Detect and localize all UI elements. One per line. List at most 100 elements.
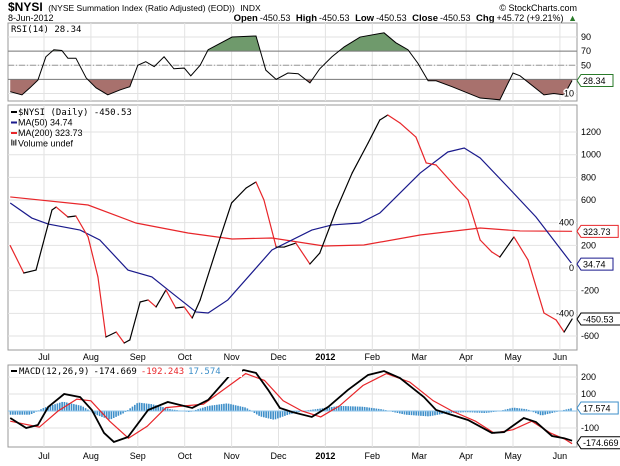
histogram-bar [429, 411, 432, 417]
chg-label: Chg [476, 13, 495, 24]
price-segment-down [263, 199, 277, 248]
price-segment-up [129, 301, 141, 341]
histogram-bar [129, 408, 131, 412]
histogram-bar [380, 409, 382, 412]
price-segment-down [435, 164, 457, 188]
histogram-bar [225, 403, 228, 412]
histogram-bar [354, 406, 357, 412]
histogram-bar [462, 411, 464, 413]
histogram-bar [61, 401, 63, 412]
price-segment-up [379, 114, 389, 121]
histogram-bar [105, 411, 108, 419]
histogram-bar [26, 411, 28, 415]
histogram-bar [166, 408, 169, 412]
x-tick-label: Apr [459, 352, 473, 362]
histogram-bar [525, 409, 528, 412]
price-segment-down [115, 331, 125, 344]
histogram-bar [68, 403, 70, 412]
legend-item: MA(50) 34.74 [18, 118, 73, 128]
histogram-bar [262, 411, 265, 418]
price-segment-down [97, 276, 107, 338]
y-tick-label: -200 [581, 286, 599, 296]
price-segment-down [387, 114, 401, 124]
histogram-bar [415, 411, 418, 416]
volume-icon [13, 140, 15, 146]
histogram-bar [230, 404, 232, 412]
ohlc-summary: Open -450.53 High -450.53 Low -450.53 Close… [234, 13, 577, 24]
histogram-bar [202, 407, 204, 412]
histogram-bar [66, 402, 68, 412]
volume-icon [15, 139, 17, 146]
last-value-label: 28.34 [583, 76, 606, 86]
x-tick-label: Feb [365, 352, 381, 362]
x-tick-label: Dec [270, 451, 287, 461]
histogram-bar [265, 411, 267, 418]
histogram-bar [330, 406, 333, 412]
histogram-bar [58, 402, 61, 412]
low-value: -450.53 [376, 13, 407, 23]
histogram-bar [511, 407, 514, 412]
histogram-bar [523, 408, 525, 412]
histogram-bar [30, 411, 33, 415]
price-segment-up [215, 202, 233, 251]
high-label: High [296, 13, 317, 24]
open-label: Open [234, 13, 258, 24]
histogram-bar [110, 411, 113, 420]
histogram-bar [366, 407, 368, 412]
price-segment-down [425, 162, 437, 166]
histogram-bar [223, 403, 225, 412]
rsi-overbought-fill [52, 32, 409, 52]
histogram-bar [424, 411, 427, 417]
macd-line [9, 369, 573, 443]
last-value-box [576, 312, 620, 326]
histogram-bar [80, 405, 82, 412]
histogram-bar [227, 403, 230, 412]
histogram-bar [14, 411, 17, 415]
histogram-bar [54, 404, 56, 412]
histogram-bar [347, 406, 350, 412]
legend-background [10, 366, 242, 377]
y-tick-label: 400 [559, 218, 574, 228]
y-tick-label: 50 [581, 60, 591, 70]
histogram-bar [155, 405, 157, 412]
histogram-bar [40, 409, 42, 412]
y-tick-label: 70 [581, 46, 591, 56]
close-label: Close [412, 13, 438, 24]
histogram-bar [363, 406, 366, 412]
panel-frame [7, 104, 578, 351]
open-value: -450.53 [260, 13, 291, 23]
x-tick-label: Dec [270, 352, 287, 362]
histogram-bar [255, 411, 258, 415]
histogram-bar [532, 411, 535, 413]
legend-item: Volume undef [18, 139, 74, 149]
ma200-line [10, 196, 573, 247]
histogram-bar [420, 411, 422, 416]
price-segment-down [513, 236, 529, 261]
histogram-bar [485, 411, 488, 413]
histogram-bar [33, 411, 35, 413]
y-tick-label: 600 [581, 195, 596, 205]
histogram-bar [244, 407, 246, 412]
chart-date: 8-Jun-2012 [8, 13, 54, 23]
histogram-bar [148, 403, 150, 412]
histogram-bar [509, 408, 511, 412]
signal-value: -192.243 [141, 367, 184, 377]
histogram-bar [520, 408, 523, 412]
histogram-bar [288, 411, 291, 415]
histogram-bar [253, 411, 256, 413]
price-segment-down [255, 181, 265, 201]
price-segment-up [499, 236, 515, 258]
histogram-bar [445, 411, 448, 414]
x-tick-label: Jul [38, 352, 50, 362]
histogram-bar [537, 411, 539, 415]
last-value-box [576, 224, 619, 238]
histogram-bar [286, 411, 289, 416]
histogram-bar [77, 405, 80, 412]
x-tick-label: Jun [553, 451, 568, 461]
histogram-bar [159, 406, 162, 412]
macd-legend: MACD(12,26,9) -174.669 -192.243 17.574 [19, 367, 221, 377]
histogram-bar [455, 411, 457, 413]
histogram-bar [237, 405, 239, 412]
histogram-bar [131, 406, 134, 412]
histogram-bar [382, 409, 385, 412]
